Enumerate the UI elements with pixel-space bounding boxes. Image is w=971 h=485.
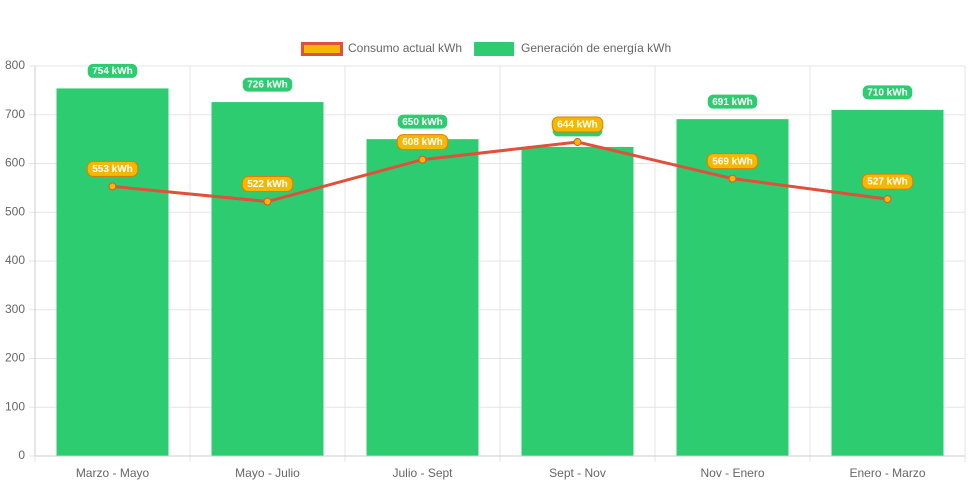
- point: [263, 197, 272, 206]
- y-tick-label: 700: [5, 107, 25, 121]
- legend-swatch: [474, 42, 515, 56]
- data-label-badge: [861, 173, 914, 190]
- data-label-badge: [706, 153, 759, 170]
- bar: [521, 146, 634, 457]
- data-label-text: 608 kWh: [402, 137, 443, 148]
- x-tick-label: Marzo - Mayo: [76, 466, 150, 480]
- data-label-text: 569 kWh: [712, 156, 753, 167]
- data-label-badge: [396, 113, 449, 130]
- data-label: 527 kWh: [861, 173, 914, 190]
- data-label: 522 kWh: [241, 176, 294, 193]
- bar: [211, 102, 324, 456]
- y-tick-label: 800: [5, 58, 25, 72]
- data-label: 569 kWh: [706, 153, 759, 170]
- y-tick-label: 100: [5, 399, 25, 413]
- data-label-text: 553 kWh: [92, 164, 133, 175]
- y-tick-label: 400: [5, 253, 25, 267]
- data-label-badge: [86, 160, 139, 177]
- data-label-text: 522 kWh: [247, 179, 288, 190]
- x-tick-label: Julio - Sept: [392, 466, 453, 480]
- y-tick-label: 600: [5, 156, 25, 170]
- data-label-badge: [241, 176, 294, 193]
- data-label-text: 710 kWh: [867, 88, 908, 99]
- y-tick-label: 0: [18, 448, 25, 462]
- x-tick-label: Enero - Marzo: [849, 466, 925, 480]
- data-label-badge: [241, 76, 294, 93]
- line: [112, 140, 888, 204]
- point: [418, 155, 427, 164]
- legend-swatch: [301, 42, 343, 56]
- data-label: 754 kWh: [86, 62, 139, 79]
- point: [728, 174, 737, 183]
- legend: Consumo actual kWh Generación de energía …: [301, 41, 671, 56]
- data-label-badge: [706, 93, 759, 110]
- y-tick-label: 300: [5, 302, 25, 316]
- data-label-badge: [396, 134, 449, 151]
- data-label-badge: [86, 62, 139, 79]
- data-label-text: 527 kWh: [867, 177, 908, 188]
- data-label-badge: [861, 84, 914, 101]
- y-tick-label: 500: [5, 204, 25, 218]
- legend-item: Generación de energía kWh: [474, 41, 671, 56]
- point: [108, 182, 117, 191]
- point: [573, 138, 582, 147]
- x-tick-label: Mayo - Julio: [235, 466, 300, 480]
- data-label: 710 kWh: [861, 84, 914, 101]
- data-label-text: 691 kWh: [712, 97, 753, 108]
- data-label-text: 726 kWh: [247, 80, 288, 91]
- bar: [366, 139, 479, 456]
- data-label: 553 kWh: [86, 160, 139, 177]
- bar: [56, 88, 169, 457]
- bar: [831, 109, 944, 456]
- legend-label: Consumo actual kWh: [348, 41, 462, 55]
- data-label-text: 650 kWh: [402, 117, 443, 128]
- x-tick-label: Sept - Nov: [549, 466, 606, 480]
- data-label: 726 kWh: [241, 76, 294, 93]
- data-label: 608 kWh: [396, 134, 449, 151]
- legend-label: Generación de energía kWh: [521, 41, 671, 55]
- y-tick-label: 200: [5, 351, 25, 365]
- data-label-badge: [551, 116, 604, 133]
- data-label: 650 kWh: [396, 113, 449, 130]
- data-label: 691 kWh: [706, 93, 759, 110]
- data-label: 644 kWh: [551, 116, 604, 133]
- x-tick-label: Nov - Enero: [700, 466, 764, 480]
- legend-item: Consumo actual kWh: [301, 41, 462, 56]
- data-label-text: 644 kWh: [557, 120, 598, 131]
- data-label-text: 754 kWh: [92, 66, 133, 77]
- point: [883, 195, 892, 204]
